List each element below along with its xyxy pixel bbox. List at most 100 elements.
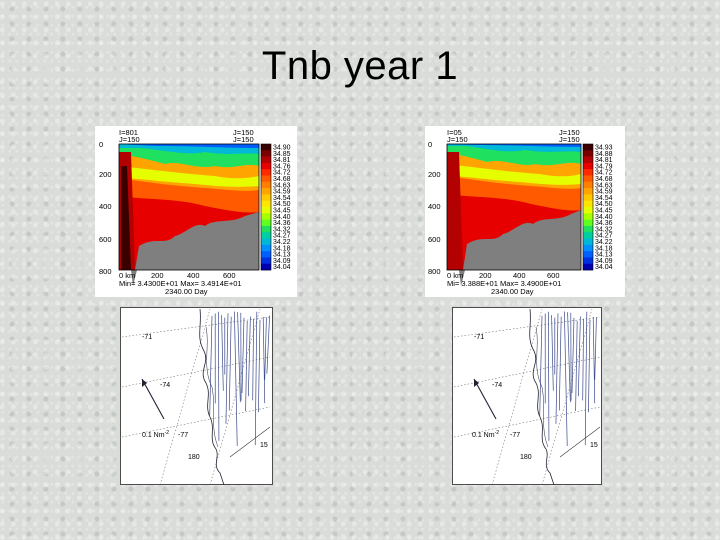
footer-time: 2340.00 Day [165, 287, 208, 296]
colorbar-label: 34.72 [595, 170, 613, 177]
scale-label: 0.1 Nm-2 [142, 430, 169, 439]
vector-arrow [237, 312, 241, 403]
edge-label: 15 [260, 442, 268, 449]
vector-arrow [582, 318, 584, 401]
colorbar-label: 34.04 [273, 264, 291, 271]
colorbar-swatch [261, 156, 271, 164]
vector-arrow [252, 318, 254, 401]
x-tick-400: 400 [513, 271, 526, 280]
colorbar-swatch [583, 144, 593, 151]
colorbar-label: 34.40 [273, 214, 291, 221]
vector-arrow [264, 317, 267, 380]
colorbar-swatch [583, 251, 593, 258]
lat-label-77: -77 [510, 432, 520, 439]
colorbar-label: 34.79 [595, 163, 613, 170]
colorbar-swatch [583, 169, 593, 176]
vector-arrow [218, 311, 220, 441]
colorbar-label: 34.72 [273, 170, 291, 177]
graticule [121, 308, 271, 485]
colorbar-label: 34.45 [595, 208, 613, 215]
colorbar-label: 34.90 [273, 145, 291, 152]
vector-arrow [575, 320, 578, 411]
y-tick-400: 400 [99, 202, 112, 211]
colorbar-swatch [261, 207, 271, 214]
colorbar-swatch [261, 244, 271, 252]
corner-label-tl-2: J=150 [119, 135, 140, 144]
colorbar-label: 34.18 [595, 245, 613, 252]
lat-label-74: -74 [160, 382, 170, 389]
colorbar-label: 34.59 [595, 189, 613, 196]
colorbar-swatch [583, 219, 593, 227]
lon-label-180: 180 [188, 454, 200, 461]
colorbar-frame [260, 143, 272, 271]
colorbar-swatch [261, 257, 271, 264]
vector-map-left: -71 -74 -77 0.1 Nm-2 180 15 [120, 307, 273, 485]
colorbar-label: 34.13 [273, 252, 291, 259]
vector-arrow [245, 320, 248, 411]
vector-arrow [594, 317, 597, 380]
colorbar-swatch [583, 263, 593, 271]
colorbar-label: 34.59 [273, 189, 291, 196]
x-tick-0: 0 km [447, 271, 463, 280]
vector-arrow [241, 317, 245, 394]
colorbar-label: 34.36 [595, 220, 613, 227]
corner-label-tr-1: J=150 [233, 128, 254, 137]
colorbar-label: 34.40 [595, 214, 613, 221]
vector-arrow [225, 313, 229, 424]
colorbar-label: 34.18 [273, 245, 291, 252]
colorbar-swatch [261, 150, 271, 157]
vector-arrow [588, 319, 591, 413]
colorbar-label: 34.22 [273, 239, 291, 246]
scale-arrow [473, 378, 497, 420]
colorbar-label: 34.76 [273, 163, 291, 170]
colorbar-label: 34.27 [595, 233, 613, 240]
vector-arrow [262, 317, 266, 404]
colorbar-swatch [583, 238, 593, 246]
colorbar-label: 34.68 [595, 176, 613, 183]
colorbar-label: 34.32 [273, 226, 291, 233]
x-tick-600: 600 [547, 271, 560, 280]
colorbar-swatch [583, 156, 593, 164]
colorbar-label: 34.27 [273, 233, 291, 240]
y-tick-600: 600 [428, 235, 441, 244]
colorbar-label: 34.36 [273, 220, 291, 227]
footer-time: 2340.00 Day [491, 287, 534, 296]
colorbar-swatch [261, 225, 271, 233]
y-tick-800: 800 [99, 267, 112, 276]
slide-title: Tnb year 1 [261, 44, 459, 88]
scale-label: 0.1 Nm-2 [472, 430, 499, 439]
colorbar-swatch [261, 194, 271, 201]
colorbar-swatch [583, 207, 593, 214]
colorbar: 34.9334.8834.8134.7934.7234.6834.6334.59… [582, 143, 613, 271]
coastline [529, 308, 555, 485]
vector-arrow [548, 311, 550, 441]
colorbar-label: 34.68 [273, 176, 291, 183]
colorbar-swatch [583, 244, 593, 252]
lat-label-71: -71 [142, 334, 152, 341]
colorbar-swatch [583, 194, 593, 201]
corner-label-tr-2: J=150 [233, 135, 254, 144]
y-tick-600: 600 [99, 235, 112, 244]
x-tick-200: 200 [479, 271, 492, 280]
footer-stats: Min= 3.4300E+01 Max= 3.4914E+01 [119, 279, 242, 288]
coastline [199, 308, 225, 485]
vector-arrow [209, 315, 213, 417]
corner-label-tl-1: I=05 [447, 128, 462, 137]
lat-label-74: -74 [492, 382, 502, 389]
colorbar-label: 34.63 [595, 182, 613, 189]
colorbar-label: 34.50 [273, 201, 291, 208]
colorbar-label: 34.09 [595, 258, 613, 265]
colorbar-swatch [261, 232, 271, 239]
x-tick-200: 200 [151, 271, 164, 280]
colorbar-swatch [261, 162, 271, 170]
colorbar-swatch [583, 225, 593, 233]
colorbar-label: 34.81 [273, 157, 291, 164]
colorbar-swatch [261, 238, 271, 246]
colorbar-label: 34.45 [273, 208, 291, 215]
edge-label: 15 [590, 442, 598, 449]
colorbar-swatch [261, 175, 271, 183]
colorbar-swatch [261, 251, 271, 258]
current-vectors [209, 311, 270, 447]
vector-arrow [564, 311, 568, 447]
x-tick-0: 0 km [119, 271, 135, 280]
